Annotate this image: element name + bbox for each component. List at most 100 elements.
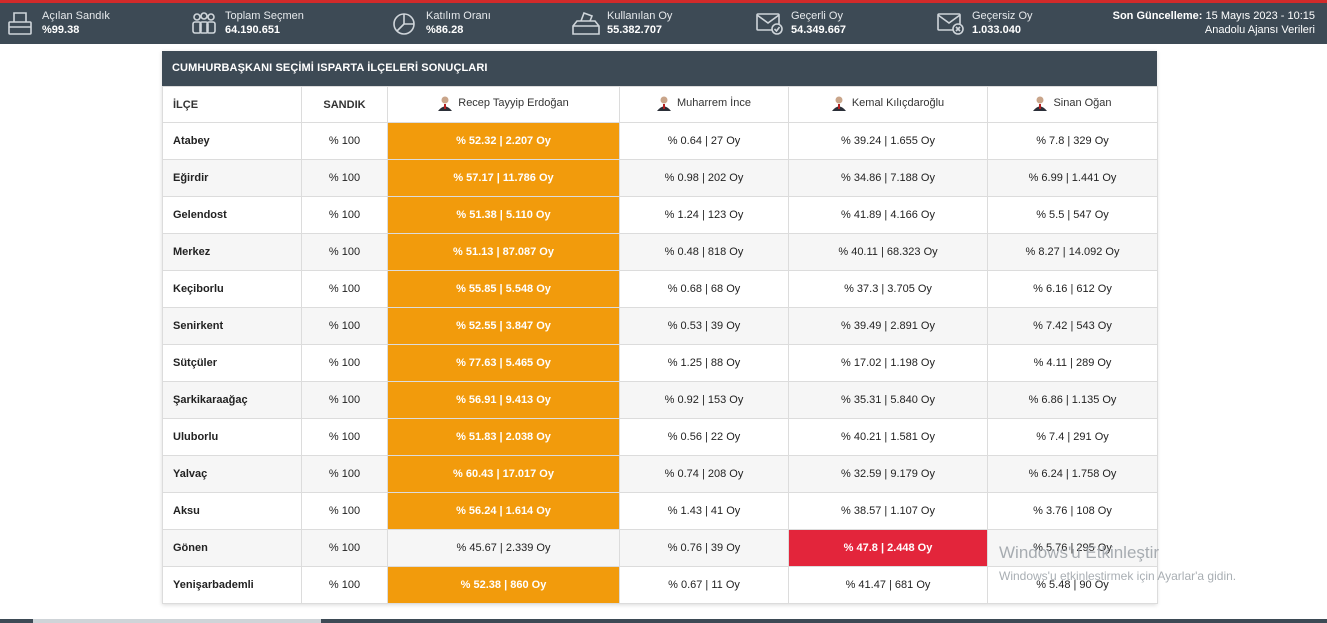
candidate-result: % 41.47 | 681 Oy: [788, 566, 988, 604]
candidate-result: % 56.24 | 1.614 Oy: [387, 492, 620, 530]
candidate-result: % 0.92 | 153 Oy: [619, 381, 789, 419]
header-candidate-ogan: Sinan Oğan: [987, 86, 1158, 123]
sandik-percent: % 100: [301, 566, 388, 604]
header-candidate-ince: Muharrem İnce: [619, 86, 789, 123]
sandik-percent: % 100: [301, 307, 388, 345]
candidate-result: % 77.63 | 5.465 Oy: [387, 344, 620, 382]
district-name: Gönen: [162, 529, 302, 567]
update-value: 15 Mayıs 2023 - 10:15: [1205, 10, 1315, 22]
stat-value: 54.349.667: [791, 24, 847, 36]
candidate-result: % 0.53 | 39 Oy: [619, 307, 789, 345]
bottom-bar-segment: [33, 619, 321, 623]
sandik-percent: % 100: [301, 418, 388, 456]
candidate-result: % 7.4 | 291 Oy: [987, 418, 1158, 456]
candidate-result: % 39.24 | 1.655 Oy: [788, 122, 988, 160]
candidate-result: % 0.48 | 818 Oy: [619, 233, 789, 271]
candidate-result: % 52.32 | 2.207 Oy: [387, 122, 620, 160]
district-name: Eğirdir: [162, 159, 302, 197]
candidate-result: % 51.83 | 2.038 Oy: [387, 418, 620, 456]
header-sandik: SANDIK: [301, 86, 388, 123]
table-row: Eğirdir% 100% 57.17 | 11.786 Oy% 0.98 | …: [162, 159, 1158, 197]
table-row: Keçiborlu% 100% 55.85 | 5.548 Oy% 0.68 |…: [162, 270, 1158, 308]
candidate-result: % 6.16 | 612 Oy: [987, 270, 1158, 308]
table-row: Senirkent% 100% 52.55 | 3.847 Oy% 0.53 |…: [162, 307, 1158, 345]
table-row: Yalvaç% 100% 60.43 | 17.017 Oy% 0.74 | 2…: [162, 455, 1158, 493]
stat-label: Geçerli Oy: [791, 10, 843, 22]
candidate-result: % 41.89 | 4.166 Oy: [788, 196, 988, 234]
candidate-photo-icon: [657, 96, 671, 111]
sandik-percent: % 100: [301, 233, 388, 271]
stat-label: Kullanılan Oy: [607, 10, 673, 22]
candidate-result: % 34.86 | 7.188 Oy: [788, 159, 988, 197]
stat-value: 55.382.707: [607, 24, 663, 36]
candidate-result: % 40.11 | 68.323 Oy: [788, 233, 988, 271]
stat-label: Katılım Oranı: [426, 10, 491, 22]
candidate-result: % 55.85 | 5.548 Oy: [387, 270, 620, 308]
candidate-result: % 5.76 | 295 Oy: [987, 529, 1158, 567]
candidate-result: % 52.55 | 3.847 Oy: [387, 307, 620, 345]
candidate-result: % 0.56 | 22 Oy: [619, 418, 789, 456]
stat-gecerli-oy: Geçerli Oy 54.349.667: [755, 8, 846, 38]
candidate-result: % 57.17 | 11.786 Oy: [387, 159, 620, 197]
pie-chart-icon: [393, 13, 415, 35]
watermark-title: Windows'u Etkinleştir: [999, 543, 1160, 562]
windows-activation-watermark: Windows'u Etkinleştir Windows'u etkinleş…: [999, 543, 1236, 584]
candidate-result: % 60.43 | 17.017 Oy: [387, 455, 620, 493]
top-stats-bar: Açılan Sandık %99.38 Toplam Seçmen 64.190.…: [0, 0, 1327, 44]
table-row: Sütçüler% 100% 77.63 | 5.465 Oy% 1.25 | …: [162, 344, 1158, 382]
candidate-result: % 1.24 | 123 Oy: [619, 196, 789, 234]
candidate-result: % 7.42 | 543 Oy: [987, 307, 1158, 345]
candidate-result: % 47.8 | 2.448 Oy: [788, 529, 988, 567]
ballot-cast-icon: [572, 11, 600, 35]
last-update: Son Güncelleme: 15 Mayıs 2023 - 10:15 An…: [1113, 9, 1315, 37]
table-row: Gelendost% 100% 51.38 | 5.110 Oy% 1.24 |…: [162, 196, 1158, 234]
candidate-result: % 1.43 | 41 Oy: [619, 492, 789, 530]
valid-envelope-icon: [756, 13, 783, 35]
district-name: Uluborlu: [162, 418, 302, 456]
sandik-percent: % 100: [301, 159, 388, 197]
candidate-result: % 0.74 | 208 Oy: [619, 455, 789, 493]
table-row: Aksu% 100% 56.24 | 1.614 Oy% 1.43 | 41 O…: [162, 492, 1158, 530]
candidate-result: % 1.25 | 88 Oy: [619, 344, 789, 382]
candidate-name: Kemal Kılıçdaroğlu: [851, 97, 945, 109]
district-name: Yalvaç: [162, 455, 302, 493]
district-name: Keçiborlu: [162, 270, 302, 308]
stat-label: Açılan Sandık: [42, 10, 110, 22]
candidate-result: % 38.57 | 1.107 Oy: [788, 492, 988, 530]
candidate-result: % 8.27 | 14.092 Oy: [987, 233, 1158, 271]
candidate-result: % 37.3 | 3.705 Oy: [788, 270, 988, 308]
district-name: Aksu: [162, 492, 302, 530]
table-row: Uluborlu% 100% 51.83 | 2.038 Oy% 0.56 | …: [162, 418, 1158, 456]
stat-label: Geçersiz Oy: [972, 10, 1033, 22]
header-candidate-erdogan: Recep Tayyip Erdoğan: [387, 86, 620, 123]
table-row: Merkez% 100% 51.13 | 87.087 Oy% 0.48 | 8…: [162, 233, 1158, 271]
candidate-result: % 51.38 | 5.110 Oy: [387, 196, 620, 234]
stat-value: 1.033.040: [972, 24, 1021, 36]
candidate-name: Sinan Oğan: [1053, 97, 1112, 109]
table-row: Atabey% 100% 52.32 | 2.207 Oy% 0.64 | 27…: [162, 122, 1158, 160]
stat-value: %99.38: [42, 24, 80, 36]
candidate-name: Muharrem İnce: [677, 97, 751, 109]
candidate-photo-icon: [438, 96, 453, 111]
candidate-name: Recep Tayyip Erdoğan: [458, 97, 569, 109]
district-name: Gelendost: [162, 196, 302, 234]
district-name: Şarkikaraağaç: [162, 381, 302, 419]
candidate-result: % 0.64 | 27 Oy: [619, 122, 789, 160]
table-row: Yenişarbademli% 100% 52.38 | 860 Oy% 0.6…: [162, 566, 1158, 604]
bottom-bar: [0, 619, 1327, 623]
sandik-percent: % 100: [301, 529, 388, 567]
candidate-result: % 35.31 | 5.840 Oy: [788, 381, 988, 419]
top-accent-line: [0, 0, 1327, 3]
invalid-envelope-icon: [937, 13, 964, 35]
ballot-box-icon: [8, 12, 32, 35]
header-candidate-kilicdaroglu: Kemal Kılıçdaroğlu: [788, 86, 988, 123]
header-district: İLÇE: [162, 86, 302, 123]
sandik-percent: % 100: [301, 344, 388, 382]
candidate-result: % 0.76 | 39 Oy: [619, 529, 789, 567]
data-source: Anadolu Ajansı Verileri: [1204, 24, 1315, 36]
candidate-result: % 56.91 | 9.413 Oy: [387, 381, 620, 419]
sandik-percent: % 100: [301, 455, 388, 493]
table-header-row: İLÇE SANDIK Recep Tayyip Erdoğan Muharre…: [162, 86, 1158, 123]
candidate-result: % 0.98 | 202 Oy: [619, 159, 789, 197]
update-label: Son Güncelleme:: [1112, 10, 1203, 22]
